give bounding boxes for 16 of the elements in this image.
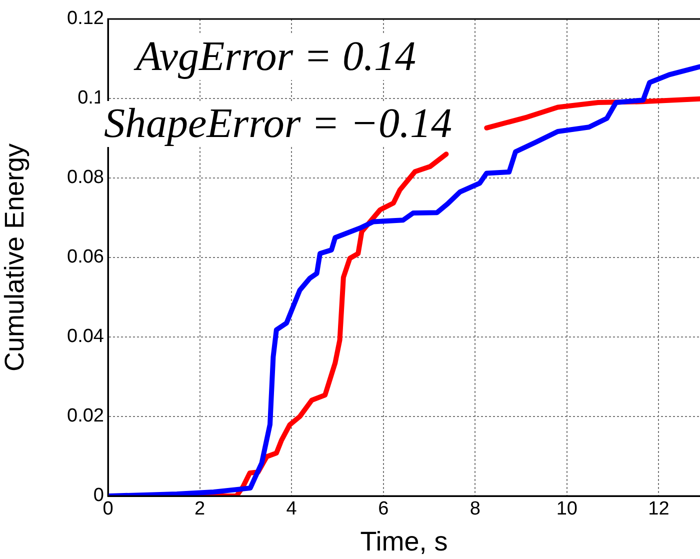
x-tick-label: 12 (648, 498, 670, 520)
y-tick-label: 0 (93, 485, 104, 506)
x-tick-label: 6 (378, 498, 389, 520)
y-tick-label: 0.02 (67, 406, 104, 427)
annotation: AvgError = 0.14 (132, 34, 420, 80)
x-tick-label: 8 (470, 498, 480, 520)
y-axis-title: Cumulative Energy (0, 142, 30, 372)
x-tick-label: 4 (286, 498, 298, 520)
x-axis-title: Time, s (360, 526, 448, 556)
y-tick-label: 0.04 (67, 326, 104, 348)
y-tick-label: 0.12 (67, 8, 104, 30)
annotation: ShapeError = −0.14 (100, 101, 456, 147)
x-tick-label: 2 (194, 498, 206, 520)
y-tick-label: 0.06 (67, 246, 104, 268)
x-tick-label: 10 (556, 498, 578, 520)
y-tick-label: 0.08 (67, 167, 104, 188)
